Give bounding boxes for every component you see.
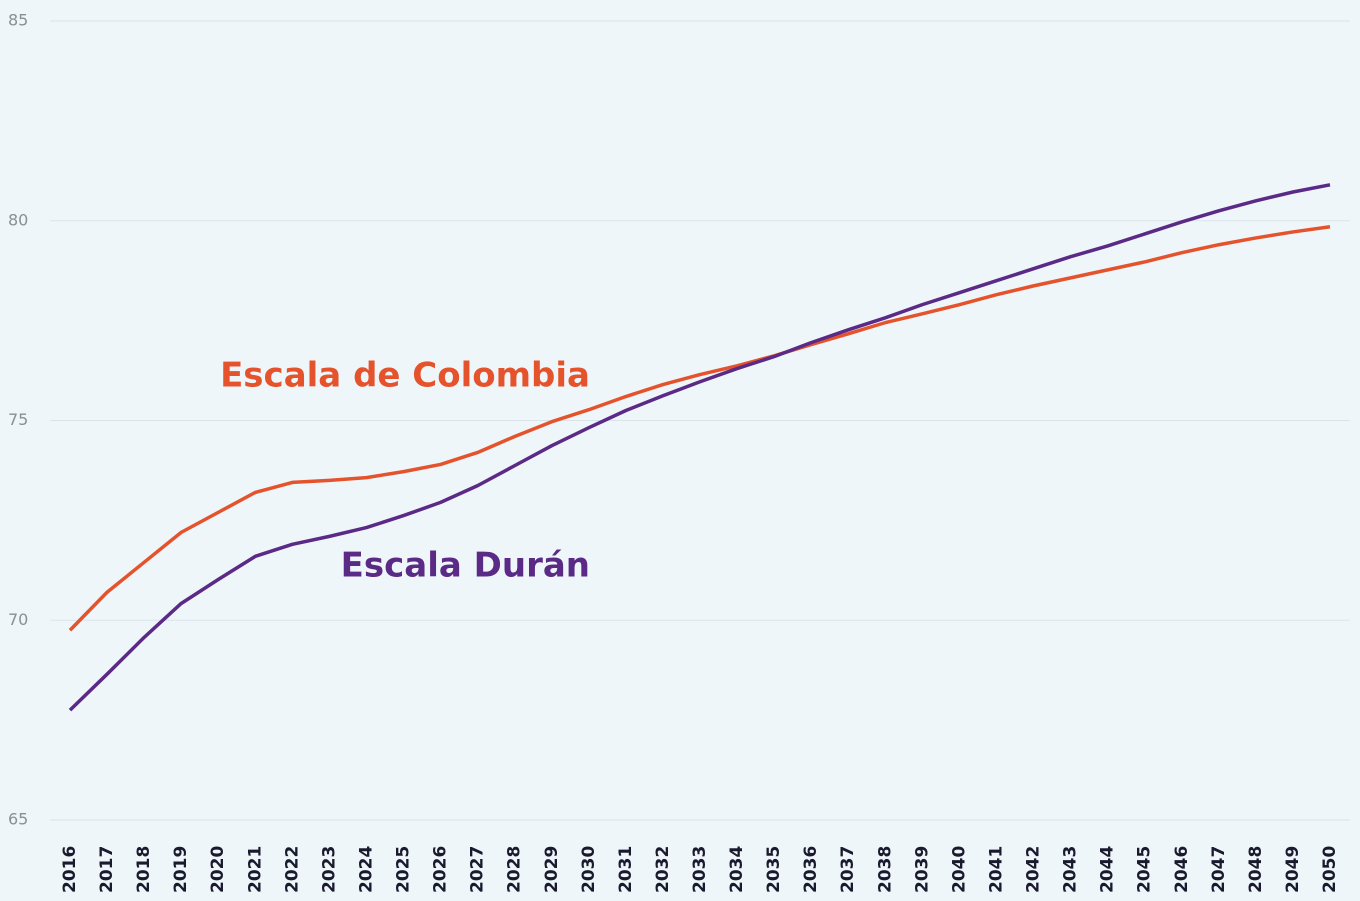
x-tick-label: 2043 [1061,846,1081,893]
x-tick-label: 2034 [727,846,747,893]
series-label: Escala de Colombia [220,356,590,396]
x-tick-label: 2036 [801,846,821,893]
x-tick-label: 2017 [97,846,117,893]
x-tick-label: 2016 [60,846,80,893]
x-tick-label: 2018 [134,846,154,893]
x-tick-label: 2019 [171,846,191,893]
x-tick-label: 2029 [542,846,562,893]
x-tick-label: 2049 [1283,846,1303,893]
y-tick-label: 70 [8,610,28,629]
x-tick-label: 2044 [1098,846,1118,893]
x-tick-label: 2041 [986,846,1006,893]
x-tick-label: 2045 [1135,846,1155,893]
x-tick-label: 2038 [875,846,895,893]
x-tick-label: 2039 [912,846,932,893]
y-tick-label: 65 [8,810,28,829]
x-tick-label: 2046 [1172,846,1192,893]
y-tick-label: 80 [8,210,28,229]
y-tick-label: 75 [8,410,28,429]
x-tick-label: 2042 [1024,846,1044,893]
series-line [68,183,1331,712]
y-tick-label: 85 [8,11,28,30]
x-tick-label: 2033 [690,846,710,893]
x-tick-label: 2021 [245,846,265,893]
x-tick-label: 2031 [616,846,636,893]
x-tick-label: 2050 [1320,846,1340,893]
x-tick-label: 2030 [579,846,599,893]
x-tick-label: 2037 [838,846,858,893]
x-tick-label: 2032 [653,846,673,893]
x-tick-label: 2026 [431,846,451,893]
series-label: Escala Durán [341,546,590,586]
x-tick-label: 2040 [949,846,969,893]
x-tick-label: 2048 [1246,846,1266,893]
x-tick-label: 2027 [468,846,488,893]
x-tick-label: 2024 [356,846,376,893]
x-tick-label: 2022 [282,846,302,893]
x-tick-label: 2028 [505,846,525,893]
x-tick-label: 2023 [319,846,339,893]
x-tick-label: 2035 [764,846,784,893]
series-line [68,225,1331,632]
x-tick-label: 2020 [208,846,228,893]
x-tick-label: 2025 [394,846,414,893]
x-tick-label: 2047 [1209,846,1229,893]
